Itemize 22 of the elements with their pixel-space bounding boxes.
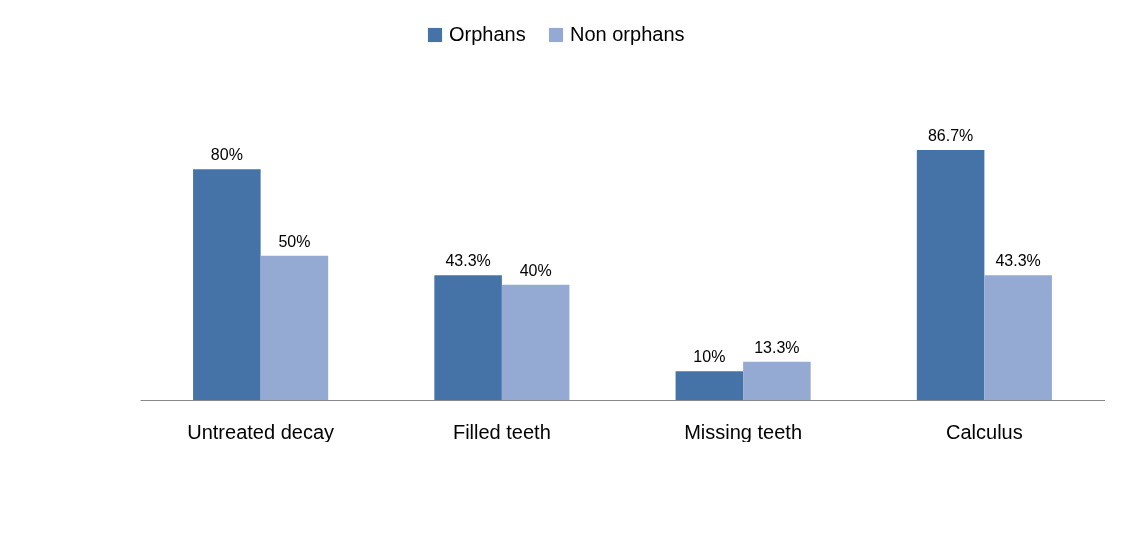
data-label: 13.3% xyxy=(754,338,800,356)
data-label: 43.3% xyxy=(445,252,491,270)
data-label: 40% xyxy=(519,261,552,279)
data-label: 43.3% xyxy=(995,252,1041,270)
bar xyxy=(675,371,744,400)
x-tick-label: Calculus xyxy=(946,420,1023,443)
x-tick-label: Filled teeth xyxy=(452,420,551,443)
bar xyxy=(743,361,811,400)
bar xyxy=(434,275,502,400)
bar xyxy=(260,255,329,400)
bar xyxy=(916,150,985,400)
bar xyxy=(984,275,1052,400)
legend-label: Non orphans xyxy=(570,23,685,45)
data-label: 10% xyxy=(693,348,726,366)
bar xyxy=(501,284,570,400)
x-tick-label: Missing teeth xyxy=(684,420,803,443)
x-tick-label: Untreated decay xyxy=(187,420,335,443)
bar xyxy=(193,169,261,400)
data-label: 80% xyxy=(210,146,243,164)
data-label: 86.7% xyxy=(927,127,974,144)
legend-label: Orphans xyxy=(449,23,526,45)
data-label: 50% xyxy=(278,232,311,250)
